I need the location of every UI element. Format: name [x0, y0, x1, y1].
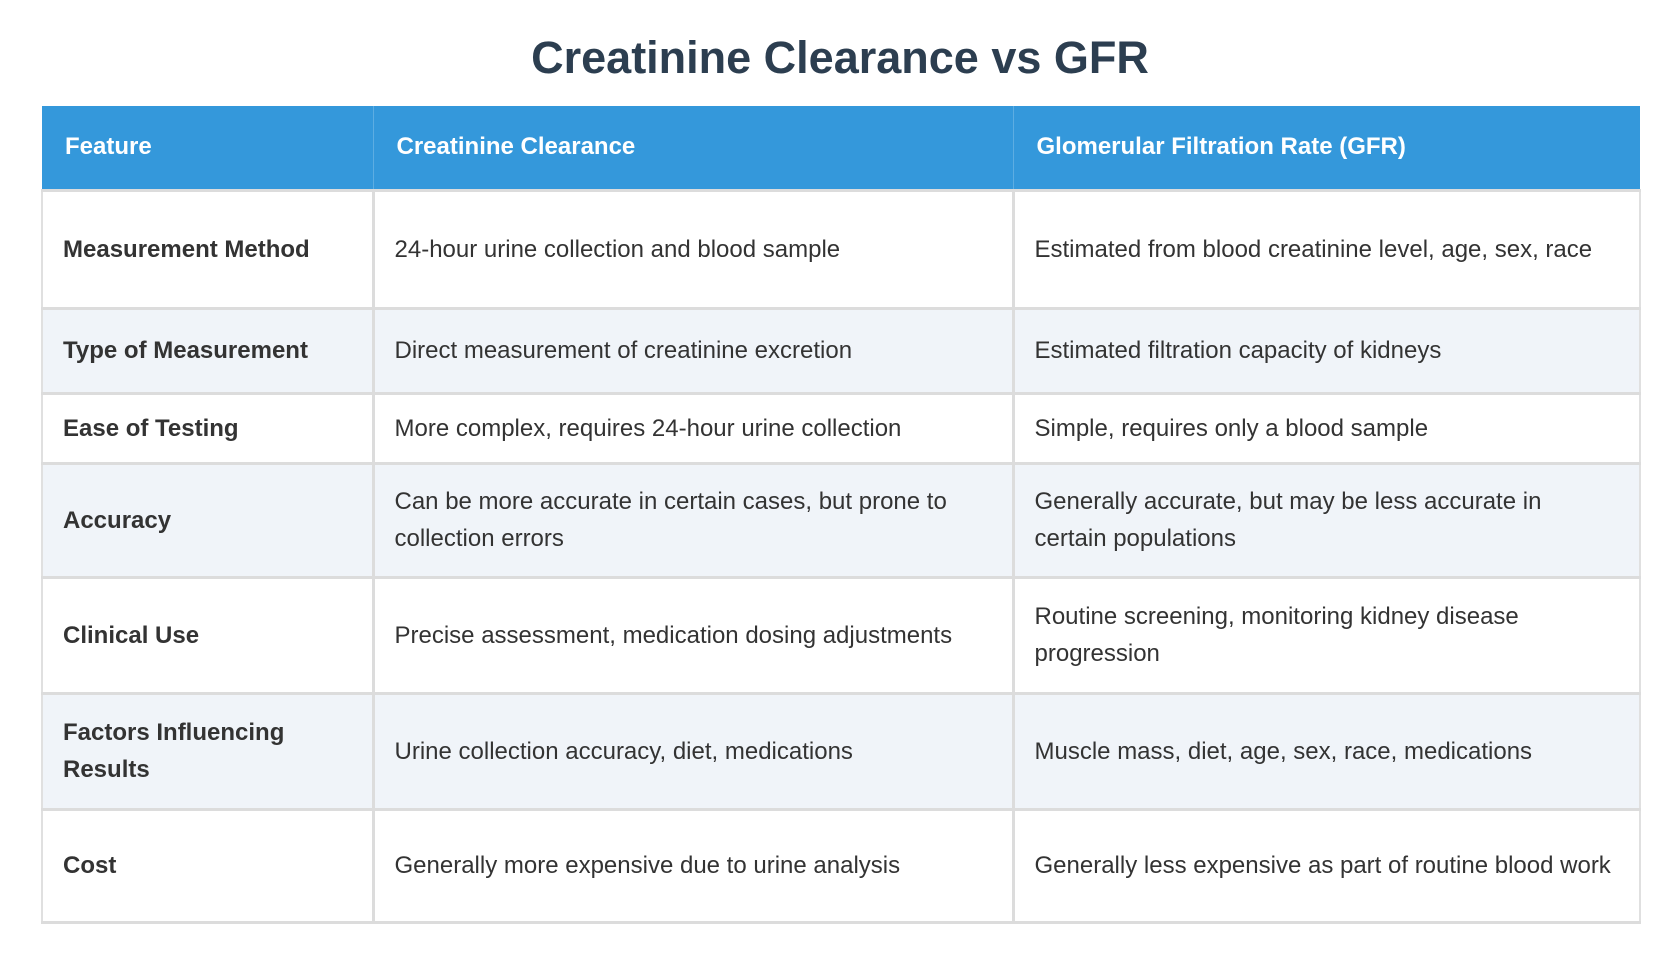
cell-feature: Ease of Testing [41, 393, 375, 465]
cell-gfr: Routine screening, monitoring kidney dis… [1011, 577, 1641, 695]
cell-creatinine-clearance: More complex, requires 24-hour urine col… [371, 393, 1015, 465]
cell-gfr: Estimated filtration capacity of kidneys [1011, 308, 1641, 395]
table-row-ease-of-testing: Ease of Testing More complex, requires 2… [41, 393, 1641, 465]
table-header: Feature Creatinine Clearance Glomerular … [42, 106, 1640, 192]
cell-creatinine-clearance: Can be more accurate in certain cases, b… [371, 463, 1015, 579]
cell-feature: Factors Influencing Results [41, 693, 375, 811]
cell-creatinine-clearance: Precise assessment, medication dosing ad… [371, 577, 1015, 695]
cell-feature: Measurement Method [41, 190, 375, 310]
cell-creatinine-clearance: Direct measurement of creatinine excreti… [371, 308, 1015, 395]
cell-feature: Clinical Use [41, 577, 375, 695]
header-row: Feature Creatinine Clearance Glomerular … [42, 106, 1640, 192]
cell-feature: Cost [41, 809, 375, 924]
comparison-table: Feature Creatinine Clearance Glomerular … [41, 106, 1641, 924]
comparison-table-container: Feature Creatinine Clearance Glomerular … [41, 106, 1641, 924]
table-body: Measurement Method 24-hour urine collect… [41, 190, 1641, 924]
cell-gfr: Generally accurate, but may be less accu… [1011, 463, 1641, 579]
table-row-measurement-method: Measurement Method 24-hour urine collect… [41, 190, 1641, 310]
cell-creatinine-clearance: Generally more expensive due to urine an… [371, 809, 1015, 924]
cell-gfr: Simple, requires only a blood sample [1011, 393, 1641, 465]
table-row-cost: Cost Generally more expensive due to uri… [41, 809, 1641, 924]
page-title: Creatinine Clearance vs GFR [531, 32, 1149, 83]
header-gfr: Glomerular Filtration Rate (GFR) [1012, 106, 1640, 192]
cell-feature: Type of Measurement [41, 308, 375, 395]
cell-creatinine-clearance: 24-hour urine collection and blood sampl… [371, 190, 1015, 310]
table-row-accuracy: Accuracy Can be more accurate in certain… [41, 463, 1641, 579]
cell-gfr: Muscle mass, diet, age, sex, race, medic… [1011, 693, 1641, 811]
header-feature: Feature [42, 106, 374, 192]
table-row-clinical-use: Clinical Use Precise assessment, medicat… [41, 577, 1641, 695]
table-row-factors-influencing-results: Factors Influencing Results Urine collec… [41, 693, 1641, 811]
header-creatinine-clearance: Creatinine Clearance [372, 106, 1014, 192]
cell-feature: Accuracy [41, 463, 375, 579]
cell-gfr: Generally less expensive as part of rout… [1011, 809, 1641, 924]
table-row-type-of-measurement: Type of Measurement Direct measurement o… [41, 308, 1641, 395]
cell-creatinine-clearance: Urine collection accuracy, diet, medicat… [371, 693, 1015, 811]
cell-gfr: Estimated from blood creatinine level, a… [1011, 190, 1641, 310]
